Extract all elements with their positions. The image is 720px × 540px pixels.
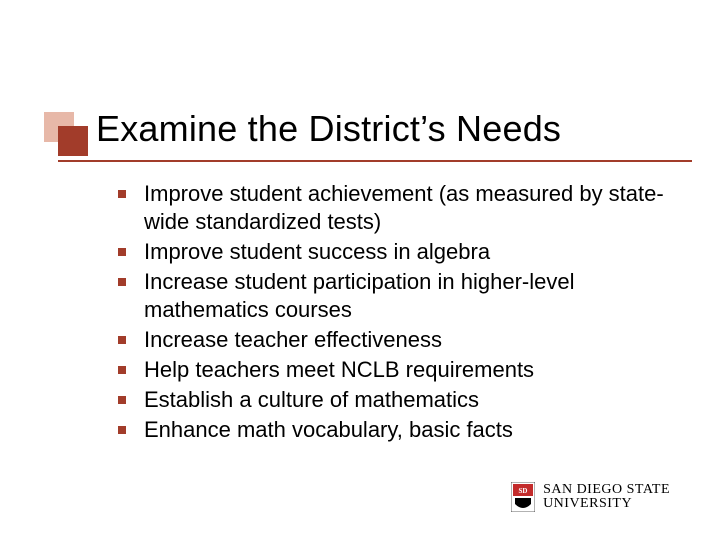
list-item: Increase student participation in higher…	[118, 268, 678, 324]
title-corner-decoration	[44, 112, 88, 156]
university-logo: SD SAN DIEGO STATE UNIVERSITY	[511, 482, 670, 512]
bullet-text: Increase teacher effectiveness	[144, 326, 442, 354]
square-bullet-icon	[118, 190, 126, 198]
square-bullet-icon	[118, 426, 126, 434]
logo-line-1: SAN DIEGO STATE	[543, 483, 670, 497]
bullet-list: Improve student achievement (as measured…	[118, 180, 678, 446]
list-item: Increase teacher effectiveness	[118, 326, 678, 354]
shield-icon: SD	[511, 482, 535, 512]
list-item: Improve student achievement (as measured…	[118, 180, 678, 236]
square-bullet-icon	[118, 278, 126, 286]
bullet-text: Enhance math vocabulary, basic facts	[144, 416, 513, 444]
list-item: Improve student success in algebra	[118, 238, 678, 266]
square-bullet-icon	[118, 366, 126, 374]
list-item: Help teachers meet NCLB requirements	[118, 356, 678, 384]
list-item: Enhance math vocabulary, basic facts	[118, 416, 678, 444]
decoration-dark-square	[58, 126, 88, 156]
logo-text: SAN DIEGO STATE UNIVERSITY	[543, 483, 670, 511]
slide-title-wrap: Examine the District’s Needs	[96, 108, 561, 150]
slide-title: Examine the District’s Needs	[96, 108, 561, 150]
square-bullet-icon	[118, 396, 126, 404]
bullet-text: Help teachers meet NCLB requirements	[144, 356, 534, 384]
bullet-text: Establish a culture of mathematics	[144, 386, 479, 414]
title-underline	[58, 160, 692, 162]
bullet-text: Improve student achievement (as measured…	[144, 180, 678, 236]
bullet-text: Increase student participation in higher…	[144, 268, 678, 324]
svg-text:SD: SD	[519, 487, 528, 495]
bullet-text: Improve student success in algebra	[144, 238, 490, 266]
square-bullet-icon	[118, 336, 126, 344]
logo-line-2: UNIVERSITY	[543, 497, 670, 511]
list-item: Establish a culture of mathematics	[118, 386, 678, 414]
square-bullet-icon	[118, 248, 126, 256]
